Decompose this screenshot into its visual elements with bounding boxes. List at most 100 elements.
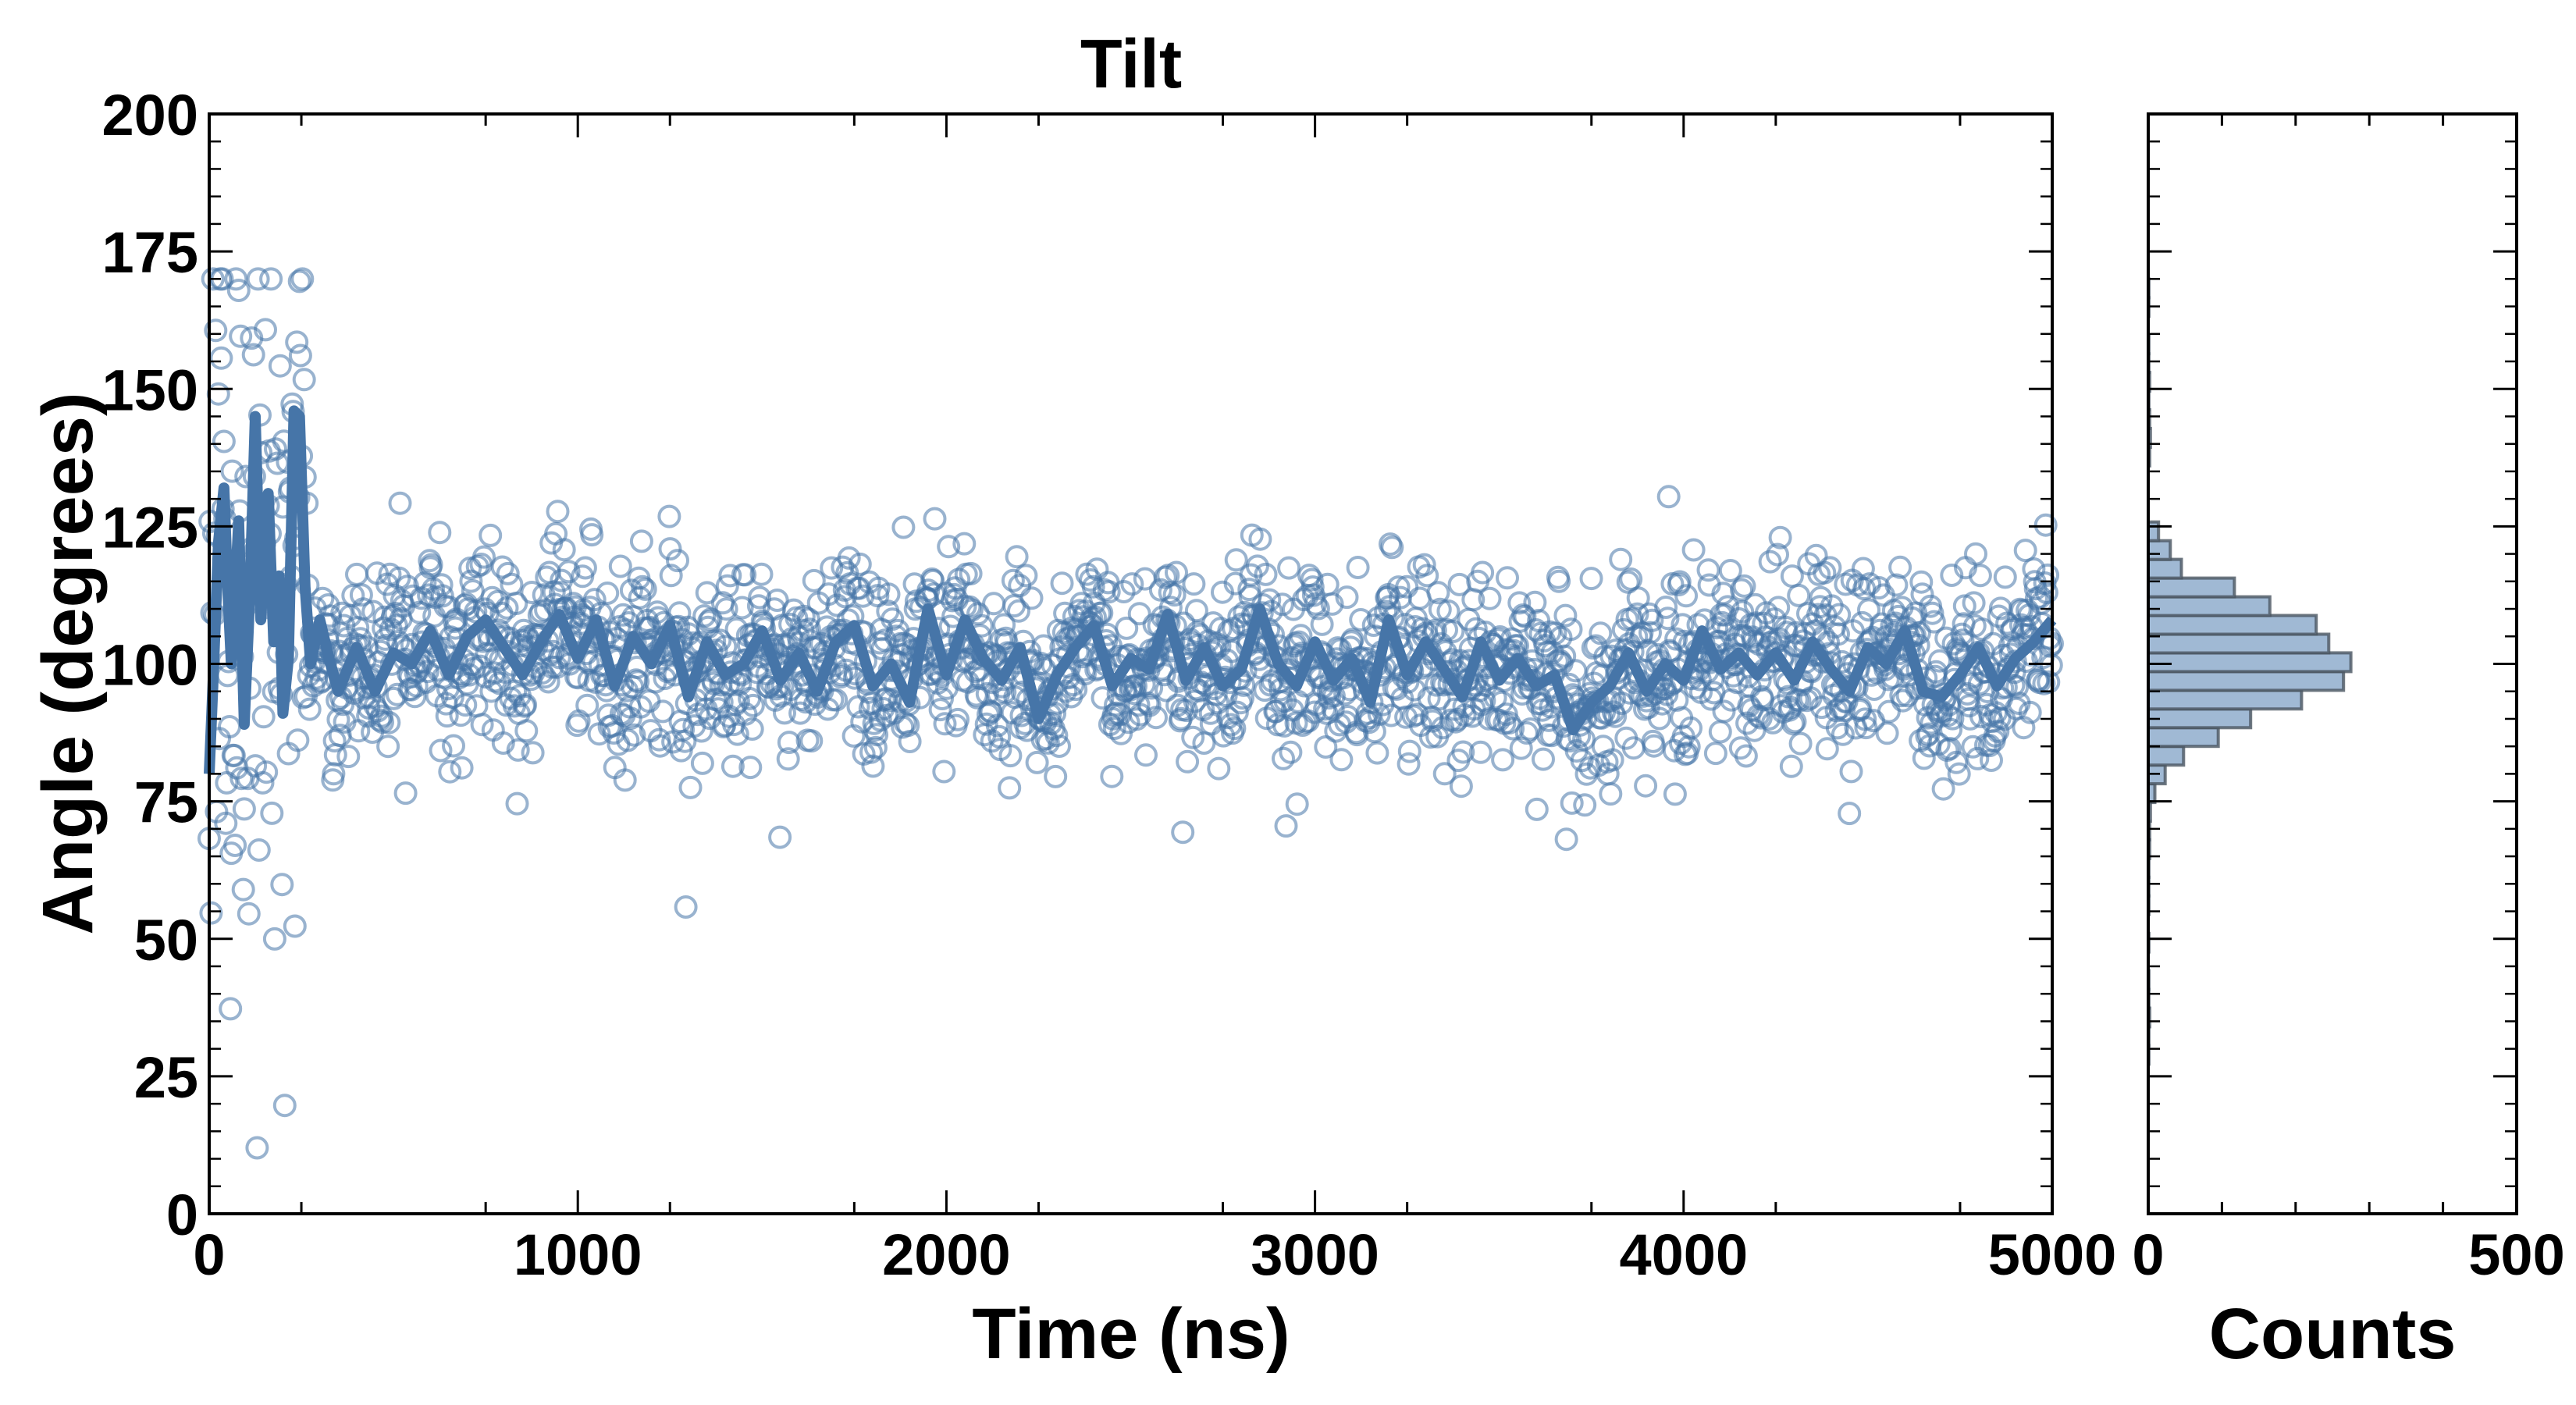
scatter-point — [1815, 737, 1839, 761]
scatter-point — [830, 663, 854, 687]
scatter-point — [651, 699, 675, 724]
scatter-point — [998, 776, 1022, 800]
scatter-point — [1090, 601, 1114, 625]
scatter-point — [226, 279, 251, 302]
scatter-point — [204, 318, 228, 343]
x-tick-label: 1000 — [514, 1222, 642, 1287]
scatter-point — [286, 728, 310, 752]
scatter-point — [1884, 573, 1909, 597]
scatter-point — [470, 713, 494, 737]
scatter-point — [1014, 564, 1038, 588]
histogram-bar — [2147, 595, 2272, 617]
histogram-bar — [2147, 688, 2304, 711]
scatter-point — [1599, 782, 1623, 806]
scatter-point — [1386, 575, 1411, 599]
scatter-point — [1044, 764, 1068, 788]
scatter-point — [1609, 547, 1633, 571]
scatter-point — [1768, 525, 1792, 550]
histogram-bar — [2147, 539, 2172, 561]
scatter-point — [1654, 596, 1678, 619]
scatter-point — [287, 269, 311, 293]
scatter-point — [1290, 713, 1315, 737]
scatter-point — [1289, 624, 1313, 648]
scatter-point — [246, 267, 270, 291]
scatter-point — [933, 712, 957, 736]
scatter-point — [1647, 706, 1671, 731]
scatter-point — [1152, 663, 1176, 687]
scatter-point — [1809, 695, 1834, 720]
scatter-point — [1781, 712, 1806, 736]
scatter-point — [1097, 580, 1121, 604]
scatter-point — [1272, 746, 1295, 770]
scatter-point — [1543, 621, 1567, 646]
y-tick-label: 0 — [166, 1183, 198, 1247]
scatter-point — [472, 545, 496, 569]
scatter-point — [219, 997, 243, 1021]
scatter-point — [1696, 558, 1720, 582]
scatter-point — [223, 834, 247, 857]
scatter-point — [254, 318, 277, 342]
scatter-point — [1102, 717, 1126, 740]
scatter-point — [1507, 591, 1532, 615]
scatter-point — [1379, 703, 1404, 727]
scatter-point — [1831, 722, 1855, 746]
scatter-point — [1640, 608, 1664, 632]
scatter-point — [220, 459, 244, 483]
scatter-point — [241, 343, 265, 367]
scatter-point — [1031, 634, 1055, 658]
scatter-point — [1468, 740, 1493, 764]
scatter-point — [1050, 571, 1074, 596]
scatter-point — [657, 504, 681, 528]
scatter-point — [505, 791, 529, 816]
scatter-point — [1681, 538, 1706, 562]
scatter-point — [824, 688, 849, 712]
scatter-point — [1968, 564, 1992, 588]
histogram-bar — [2147, 726, 2220, 749]
y-tick-label: 175 — [102, 220, 198, 285]
scatter-point — [520, 581, 544, 604]
scatter-point — [733, 563, 757, 587]
scatter-point — [247, 838, 271, 862]
scatter-point — [1941, 706, 1965, 731]
scatter-point — [1365, 741, 1389, 765]
histogram-bar — [2147, 745, 2186, 767]
scatter-point — [671, 717, 696, 742]
scatter-point — [1182, 572, 1206, 596]
y-tick-label: 50 — [134, 908, 198, 973]
scatter-point — [336, 745, 361, 769]
scatter-point — [1300, 575, 1325, 599]
scatter-point — [1725, 670, 1749, 695]
scatter-point — [403, 685, 427, 709]
scatter-point — [998, 744, 1023, 768]
scatter-point — [1813, 560, 1837, 585]
scatter-point — [1426, 581, 1450, 605]
scatter-point — [725, 722, 749, 746]
scatter-point — [1005, 545, 1029, 569]
scatter-point — [2036, 563, 2060, 587]
scatter-point — [270, 873, 294, 897]
hist-x-tick-label: 500 — [2468, 1222, 2564, 1287]
histogram-bar — [2147, 576, 2236, 599]
scatter-point — [224, 267, 248, 291]
scatter-point — [1912, 746, 1936, 770]
scatter-point — [1909, 570, 1934, 594]
scatter-point — [479, 523, 503, 547]
scatter-point — [1380, 535, 1404, 560]
scatter-point — [506, 738, 530, 762]
scatter-point — [459, 569, 483, 593]
main-ticks: 0 1000 2000 3000 4000 5000 0 25 50 75 100 125 150 175… — [102, 83, 2117, 1287]
hist-ticks: 0 500 — [2132, 112, 2565, 1287]
scatter-point — [1349, 608, 1373, 631]
scatter-point — [262, 927, 286, 951]
scatter-point — [491, 731, 515, 755]
scatter-point — [1783, 710, 1807, 734]
scatter-point — [1663, 782, 1687, 806]
scatter-point — [1091, 686, 1115, 710]
scatter-point — [1940, 564, 1964, 587]
scatter-point — [430, 584, 454, 608]
scatter-point — [1579, 567, 1603, 591]
scatter-point — [251, 705, 276, 729]
y-axis-label: Angle (degrees) — [28, 392, 108, 934]
scatter-point — [1397, 739, 1421, 763]
scatter-point — [1274, 814, 1298, 838]
